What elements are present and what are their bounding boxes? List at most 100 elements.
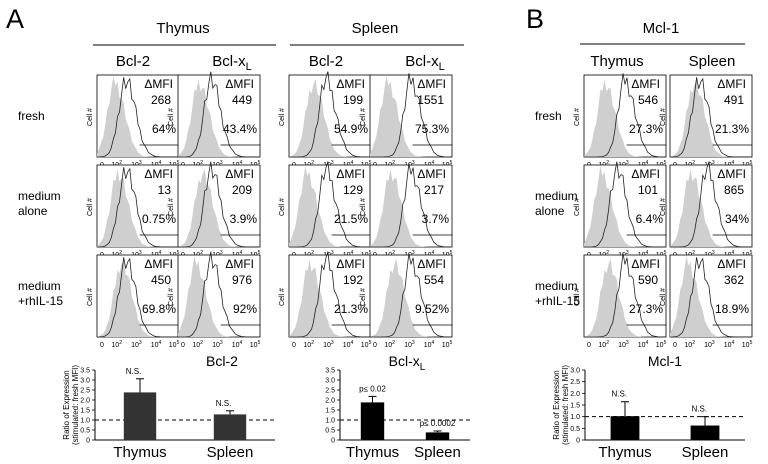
- control-histogram: [178, 255, 260, 337]
- y-tick-label: 1.5: [325, 408, 335, 415]
- percent-positive: 9.52%: [415, 302, 449, 316]
- y-tick-label: 2.0: [325, 398, 335, 405]
- percent-positive: 0.75%: [142, 212, 176, 226]
- histogram-a-r2-c2: Cell # 0 102 103 104 105 ΔMFI 192 21.3%: [279, 251, 372, 349]
- histogram-x-tick: 103: [704, 340, 715, 349]
- histogram-y-label: Cell #: [360, 288, 367, 306]
- histogram-x-tick: 105: [361, 340, 372, 349]
- row-label-fresh-b: fresh: [535, 109, 562, 123]
- bar-spleen: [425, 432, 450, 440]
- bar-y-axis-label: Ratio of Expression(stimulated: fresh MF…: [62, 365, 80, 445]
- dmfi-label: ΔMFI: [631, 257, 660, 271]
- group-title-mcl1: Mcl-1: [643, 20, 680, 37]
- histogram-a-r2-c3: Cell # 0 102 103 104 105 ΔMFI 554 9.52%: [360, 253, 453, 349]
- stained-histogram: [584, 253, 666, 338]
- stained-histogram: [289, 71, 371, 158]
- stained-histogram: [370, 73, 452, 158]
- stained-histogram: [670, 77, 752, 158]
- dmfi-label: ΔMFI: [417, 77, 446, 91]
- bar-chart-2: 0 0.5 1.0 1.5 2.0 2.5 3.0 3.5 p≤ 0.02 Thymus p≤ 0.…: [325, 353, 470, 461]
- histogram-grid: Cell #0102103104105ΔMFI26864%Cell #01021…: [87, 71, 753, 349]
- stained-histogram: [178, 251, 260, 338]
- category-label: Spleen: [207, 444, 254, 461]
- histogram-y-label: Cell #: [279, 198, 286, 216]
- significance-label: p≤ 0.0002: [420, 419, 456, 428]
- histogram-x-tick: 102: [384, 340, 395, 349]
- histogram-x-tick: 0: [587, 342, 591, 349]
- control-histogram: [178, 169, 260, 247]
- significance-label: N.S.: [126, 367, 142, 376]
- y-tick-label: 0: [86, 438, 90, 445]
- bar-chart-title: Mcl-1: [648, 353, 682, 369]
- dmfi-value: 268: [151, 93, 171, 107]
- histogram-x-tick: 104: [638, 340, 649, 349]
- stained-histogram: [670, 161, 752, 248]
- histogram-x-tick: 0: [373, 342, 377, 349]
- control-histogram: [370, 169, 452, 247]
- stained-histogram: [289, 251, 371, 338]
- dmfi-value: 865: [724, 183, 744, 197]
- dmfi-label: ΔMFI: [144, 77, 173, 91]
- control-histogram: [289, 165, 371, 247]
- percent-positive: 3.7%: [422, 212, 450, 226]
- histogram-y-label: Cell #: [87, 108, 94, 126]
- row-label-medium-alone-b: medium alone: [535, 189, 578, 218]
- histogram-y-label: Cell #: [87, 288, 94, 306]
- bar-charts: 0 0.5 1.0 1.5 2.0 2.5 3.0 3.5 N.S. Thymus N.S. Sple…: [62, 353, 745, 461]
- dmfi-value: 13: [158, 183, 172, 197]
- dmfi-label: ΔMFI: [225, 257, 254, 271]
- control-histogram: [584, 259, 666, 337]
- category-label: Thymus: [113, 444, 166, 461]
- histogram-x-tick: 103: [131, 340, 142, 349]
- histogram-y-label: Cell #: [360, 198, 367, 216]
- percent-positive: 64%: [152, 122, 176, 136]
- percent-positive: 34%: [725, 212, 749, 226]
- histogram-a-r0-c3: Cell #0102103104105ΔMFI155175.3%: [360, 73, 453, 169]
- dmfi-value: 449: [232, 93, 252, 107]
- stained-histogram: [289, 161, 371, 248]
- histogram-y-label: Cell #: [574, 198, 581, 216]
- group-title-spleen: Spleen: [352, 20, 399, 37]
- column-title-spleen-b: Spleen: [689, 53, 736, 70]
- histogram-x-tick: 105: [656, 340, 667, 349]
- dmfi-value: 217: [424, 183, 444, 197]
- y-tick-label: 2.0: [570, 391, 580, 398]
- y-tick-label: 0.5: [570, 426, 580, 433]
- percent-positive: 69.8%: [142, 302, 176, 316]
- category-label: Spleen: [414, 444, 461, 461]
- histogram-b-r1-c0: Cell #0102103104105ΔMFI1016.4%: [574, 161, 667, 259]
- stained-histogram: [97, 167, 179, 248]
- control-histogram: [289, 79, 371, 157]
- y-tick-label: 3.5: [325, 368, 335, 375]
- histogram-y-label: Cell #: [168, 108, 175, 126]
- histogram-b-r1-c1: Cell #0102103104105ΔMFI86534%: [660, 161, 753, 259]
- y-tick-label: 0.5: [80, 428, 90, 435]
- histogram-a-r1-c2: Cell #0102103104105ΔMFI12921.5%: [279, 161, 372, 259]
- dmfi-value: 554: [424, 273, 444, 287]
- bar-chart-title: Bcl-xL: [389, 353, 426, 373]
- histogram-x-tick: 103: [404, 340, 415, 349]
- histogram-x-tick: 105: [250, 340, 261, 349]
- percent-positive: 75.3%: [415, 122, 449, 136]
- histogram-x-tick: 0: [292, 342, 296, 349]
- dmfi-value: 199: [343, 93, 363, 107]
- y-tick-label: 3.0: [570, 368, 580, 375]
- histogram-x-tick: 0: [673, 342, 677, 349]
- control-histogram: [370, 75, 452, 157]
- histogram-x-tick: 102: [192, 340, 203, 349]
- control-histogram: [584, 165, 666, 247]
- dmfi-value: 491: [724, 93, 744, 107]
- percent-positive: 6.4%: [636, 212, 664, 226]
- control-histogram: [97, 75, 179, 157]
- histogram-b-r0-c0: Cell #0102103104105ΔMFI54627.3%: [574, 73, 667, 169]
- histogram-y-label: Cell #: [168, 288, 175, 306]
- dmfi-label: ΔMFI: [336, 167, 365, 181]
- y-tick-label: 3.0: [80, 378, 90, 385]
- column-title-bcl2-spleen: Bcl-2: [309, 53, 343, 70]
- histogram-y-label: Cell #: [279, 288, 286, 306]
- dmfi-label: ΔMFI: [717, 257, 746, 271]
- histogram-a-r2-c0: Cell # 0 102 103 104 105 ΔMFI 450 69.8%: [87, 254, 180, 349]
- column-title-bclx-thymus: Bcl-xL: [212, 53, 251, 73]
- histogram-a-r1-c1: Cell #0102103104105ΔMFI2093.9%: [168, 161, 261, 259]
